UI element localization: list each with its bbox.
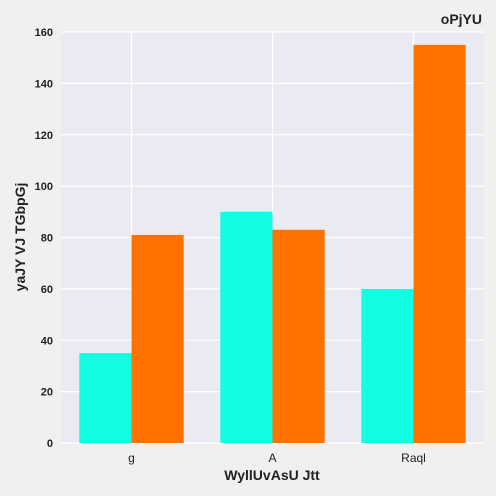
- bar-series-2-A: [272, 229, 325, 443]
- y-tick-labels: 0 20 40 60 80 100 120 140 160: [35, 27, 53, 450]
- bars: [79, 44, 466, 443]
- chart-title: oPjYU: [441, 11, 482, 27]
- y-tick-label: 120: [35, 130, 53, 142]
- bar-series-2-g: [131, 234, 184, 443]
- bar-series-2-Raql: [413, 44, 466, 443]
- x-tick-labels: g A Raql: [128, 451, 426, 465]
- y-axis-label: yaJY VJ TGbpGj: [12, 183, 28, 292]
- x-tick-label: Raql: [401, 451, 426, 465]
- y-tick-label: 40: [41, 335, 53, 347]
- bar-series-1-A: [220, 211, 273, 443]
- y-tick-label: 60: [41, 284, 53, 296]
- y-tick-label: 20: [41, 387, 53, 399]
- y-tick-label: 160: [35, 27, 53, 39]
- y-tick-label: 100: [35, 181, 53, 193]
- y-tick-label: 0: [47, 438, 53, 450]
- bar-series-1-Raql: [361, 288, 414, 443]
- y-tick-label: 80: [41, 233, 53, 245]
- bar-series-1-g: [79, 353, 132, 443]
- y-tick-label: 140: [35, 78, 53, 90]
- x-axis-label: WyllUvAsU Jtt: [224, 467, 320, 483]
- x-tick-label: A: [268, 451, 276, 465]
- x-tick-label: g: [128, 451, 135, 465]
